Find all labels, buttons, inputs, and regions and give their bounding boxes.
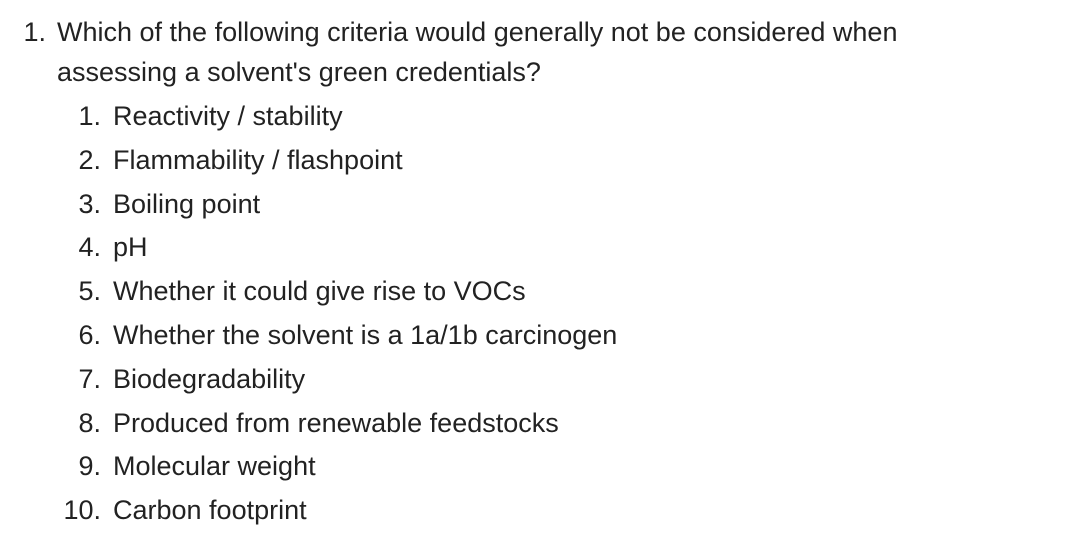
option-text: Carbon footprint xyxy=(113,495,307,526)
option-text: Molecular weight xyxy=(113,451,316,482)
option-number: 7. xyxy=(78,363,101,394)
question-text: Which of the following criteria would ge… xyxy=(57,17,898,47)
option-number: 2. xyxy=(78,144,101,175)
option-text: Whether it could give rise to VOCs xyxy=(113,276,526,307)
option-text: Boiling point xyxy=(113,188,261,219)
question-text: assessing a solvent's green credentials? xyxy=(57,57,541,87)
option-text: Reactivity / stability xyxy=(113,101,343,131)
option-number: 1. xyxy=(78,101,101,131)
question-number: 1. xyxy=(23,17,46,47)
option-text: Whether the solvent is a 1a/1b carcinoge… xyxy=(113,320,618,350)
option-text: Produced from renewable feedstocks xyxy=(113,407,559,438)
option-number: 8. xyxy=(78,407,101,438)
option-text: pH xyxy=(113,232,148,263)
option-number: 10. xyxy=(63,495,101,526)
option-text: Flammability / flashpoint xyxy=(113,144,403,175)
option-text: Biodegradability xyxy=(113,363,306,394)
option-number: 9. xyxy=(78,451,101,482)
option-number: 6. xyxy=(78,320,101,350)
option-number: 4. xyxy=(78,232,101,263)
option-number: 3. xyxy=(78,188,101,219)
option-number: 5. xyxy=(78,276,101,307)
